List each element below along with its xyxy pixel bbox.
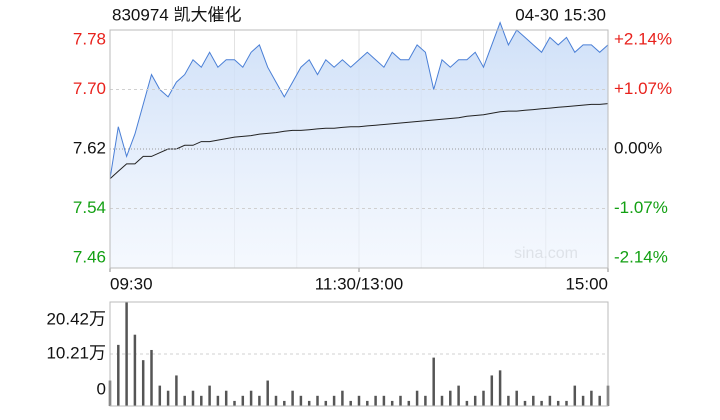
volume-bar [324,400,328,406]
volume-bar [117,344,120,406]
volume-bar [556,400,560,406]
volume-bar [573,385,577,406]
volume-bar [357,395,361,406]
volume-bar [532,395,535,406]
volume-bar [382,395,386,406]
panel-frame [109,301,609,407]
x-tick-label: 11:30/13:00 [315,274,404,293]
volume-bar [158,385,162,406]
volume-bar [200,395,203,406]
y-tick-label: 7.70 [73,79,106,98]
y2-tick-label: +2.14% [614,29,672,48]
volume-bar [349,400,352,406]
x-tick-label: 09:30 [110,274,153,293]
volume-bar [507,395,510,406]
volume-bar [341,390,344,406]
y-tick-label: 7.78 [73,29,106,48]
volume-bar [166,390,170,406]
volume-bar [424,395,427,406]
volume-bar [332,395,336,406]
volume-bar [224,390,228,406]
timestamp: 04-30 15:30 [515,5,606,24]
y2-tick-label: -1.07% [614,198,668,217]
volume-bar [565,400,568,406]
volume-bar [598,395,601,406]
volume-bar [449,390,452,406]
volume-bar [233,400,236,406]
volume-bar [125,302,128,406]
y-tick-label: 10.21万 [46,343,106,362]
volume-bar [316,395,319,406]
volume-bar [249,390,253,406]
volume-bar [465,400,469,406]
chart-title: 830974 凯大催化 [112,5,241,24]
volume-bar [482,390,485,406]
average-line [109,103,609,180]
volume-bar [175,375,178,406]
volume-bar [581,395,585,406]
x-tick-label: 15:00 [565,274,608,293]
volume-bar [515,390,518,406]
y2-tick-label: -2.14% [614,247,668,266]
volume-bar [498,370,502,406]
y-tick-label: 0 [97,379,106,398]
volume-bar [540,400,543,406]
y-tick-label: 7.54 [73,198,106,217]
volume-bar [266,380,269,406]
y-tick-label: 20.42万 [46,309,106,328]
volume-bar [150,349,153,406]
volume-bar [274,395,278,406]
volume-bar [473,395,477,406]
price-area [110,22,608,268]
volume-bar [390,400,394,406]
volume-bar [440,395,444,406]
volume-bar [590,390,593,406]
volume-bar [191,390,195,406]
volume-bar [407,400,411,406]
volume-bar [291,390,294,406]
volume-bar [366,400,369,406]
panel-frame [109,29,609,269]
volume-bar [399,395,402,406]
volume-bar [258,395,261,406]
volume-bar [183,395,186,406]
volume-bar [141,360,145,406]
volume-bar [299,395,303,406]
volume-bar [432,357,435,406]
volume-bar [208,385,211,406]
volume-bar [457,385,460,406]
volume-bar [283,400,286,406]
volume-bar [241,395,245,406]
volume-bar [374,395,377,406]
y2-tick-label: +1.07% [614,79,672,98]
volume-bar [490,375,494,406]
volume-bar [548,395,552,406]
y-tick-label: 7.46 [73,247,106,266]
price-line [109,21,609,179]
volume-bar [307,400,311,406]
volume-bar [133,334,137,406]
volume-bar [415,390,419,406]
volume-bar [523,400,527,406]
y2-tick-label: 0.00% [614,138,662,157]
y-tick-label: 7.62 [73,138,106,157]
volume-bar [216,395,220,406]
